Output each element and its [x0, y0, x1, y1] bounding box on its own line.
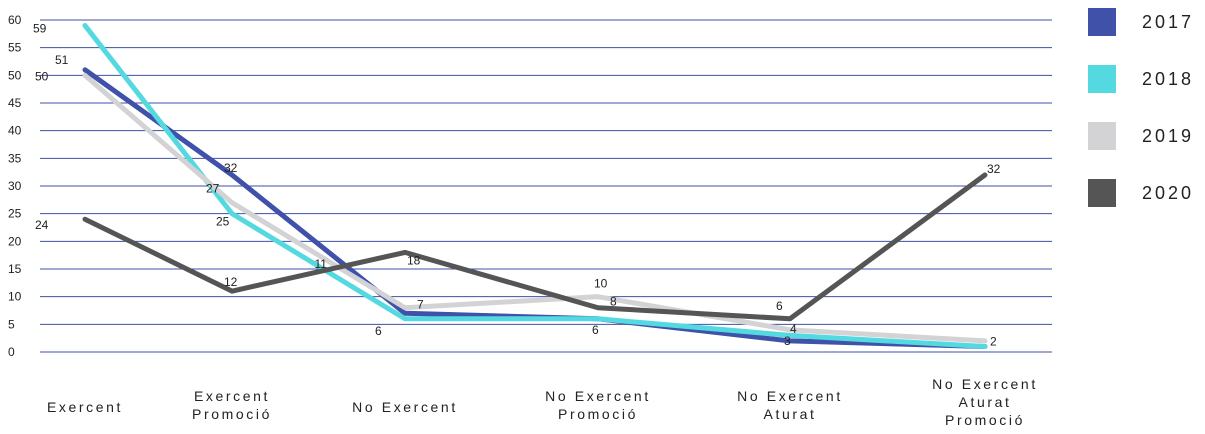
y-tick-label: 10	[8, 290, 22, 304]
x-category-label: Promoció	[192, 406, 272, 422]
series-line-2020	[82, 172, 988, 322]
y-tick-label: 20	[8, 234, 22, 248]
data-label: 2	[990, 334, 997, 348]
x-category-label: Aturat	[959, 394, 1012, 410]
y-tick-label: 50	[8, 68, 22, 82]
legend-label: 2018	[1142, 69, 1195, 89]
y-tick-label: 55	[8, 41, 22, 55]
y-tick-label: 0	[8, 345, 15, 359]
y-tick-label: 25	[8, 207, 22, 221]
data-label: 27	[206, 182, 220, 196]
legend-swatch	[1088, 179, 1116, 207]
x-category-label: No Exercent	[932, 376, 1038, 392]
legend-swatch	[1088, 65, 1116, 93]
data-label: 7	[417, 297, 424, 311]
data-label: 51	[55, 53, 69, 67]
series-line-2019	[82, 72, 988, 344]
y-tick-label: 30	[8, 179, 22, 193]
x-category-label: Exercent	[194, 388, 270, 404]
series-line-2017	[82, 67, 988, 349]
data-label: 6	[375, 324, 382, 338]
data-label: 10	[594, 277, 608, 291]
x-axis-categories: Exercent Exercent Promoció No Exercent No Ex…	[47, 376, 1038, 428]
data-label: 4	[790, 322, 797, 336]
data-label: 59	[33, 22, 47, 36]
data-label: 25	[216, 215, 230, 229]
data-label: 12	[224, 275, 238, 289]
grid-lines	[40, 19, 1052, 353]
x-category-label: Promoció	[558, 406, 638, 422]
x-category-label: Aturat	[764, 406, 817, 422]
y-axis-ticks: 0 5 10 15 20 25 30 35 40 45 50 55 60	[8, 13, 22, 359]
data-label: 11	[315, 257, 328, 271]
data-label: 6	[592, 323, 599, 337]
x-category-label: No Exercent	[352, 399, 458, 415]
legend-swatch	[1088, 122, 1116, 150]
legend-label: 2020	[1142, 183, 1195, 203]
legend-label: 2019	[1142, 126, 1195, 146]
y-tick-label: 15	[8, 262, 22, 276]
y-tick-label: 60	[8, 13, 22, 27]
series-lines	[82, 23, 988, 349]
data-label: 3	[784, 334, 791, 348]
data-label: 18	[407, 253, 421, 267]
data-label: 8	[610, 295, 617, 309]
x-category-label: Exercent	[47, 399, 123, 415]
data-label: 32	[987, 162, 1001, 176]
y-tick-label: 40	[8, 124, 22, 138]
y-tick-label: 5	[8, 317, 15, 331]
legend-swatch	[1088, 8, 1116, 36]
legend-label: 2017	[1142, 12, 1195, 32]
x-category-label: No Exercent	[737, 388, 843, 404]
x-category-label: Promoció	[945, 412, 1025, 428]
x-category-label: No Exercent	[545, 388, 651, 404]
y-tick-label: 35	[8, 151, 22, 165]
data-label: 24	[35, 218, 49, 232]
data-label: 6	[776, 299, 783, 313]
y-tick-label: 45	[8, 96, 22, 110]
data-label: 50	[35, 69, 49, 83]
data-label: 32	[224, 161, 238, 175]
